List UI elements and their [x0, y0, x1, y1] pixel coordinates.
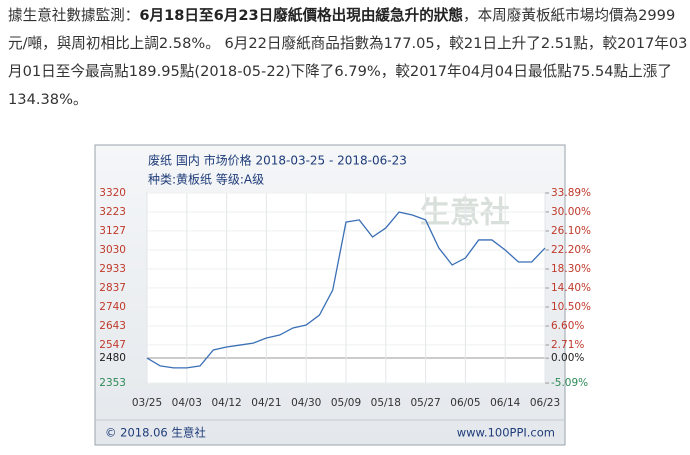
- y2-tick-label: 22.20%: [551, 244, 591, 256]
- chart-title: 废纸 国内 市场价格 2018-03-25 - 2018-06-23: [148, 153, 407, 168]
- y2-tick-label: 10.50%: [551, 301, 591, 313]
- x-tick-label: 06/05: [450, 397, 480, 409]
- y2-tick-label: 26.10%: [551, 225, 591, 237]
- x-tick-label: 03/25: [132, 397, 162, 409]
- y2-tick-label: 6.60%: [551, 320, 584, 332]
- y-tick-label: 3320: [99, 187, 126, 199]
- y2-tick-label: -5.09%: [551, 377, 588, 389]
- y-tick-label: 2643: [99, 320, 126, 332]
- y-tick-label: 2837: [99, 282, 126, 294]
- x-tick-label: 06/23: [530, 397, 560, 409]
- x-tick-label: 04/21: [251, 397, 281, 409]
- y-tick-label: 3223: [99, 206, 126, 218]
- article-lead: 據生意社數據監測：: [8, 7, 140, 24]
- y-tick-label: 3030: [99, 244, 126, 256]
- article: 據生意社數據監測：6月18日至6月23日廢紙價格出現由緩急升的狀態，本周廢黃板紙…: [8, 2, 688, 114]
- y2-tick-label: 14.40%: [551, 282, 591, 294]
- x-tick-label: 05/18: [371, 397, 401, 409]
- y2-tick-label: 18.30%: [551, 263, 591, 275]
- article-body: ，本周廢黃板紙市場均價為2999元/噸，與周初相比上調2.58%。 6月22日廢…: [8, 7, 688, 108]
- y-tick-label: 2933: [99, 263, 126, 275]
- y-tick-label: 2740: [99, 301, 126, 313]
- x-tick-label: 04/03: [172, 397, 202, 409]
- x-tick-label: 05/09: [331, 397, 361, 409]
- y2-tick-label: 0.00%: [551, 352, 584, 364]
- x-tick-label: 05/27: [410, 397, 440, 409]
- footer-left: © 2018.06 生意社: [105, 426, 206, 440]
- x-tick-label: 04/12: [211, 397, 241, 409]
- chart-subtitle: 种类:黄板纸 等级:A级: [148, 173, 264, 187]
- footer-right: www.100PPI.com: [457, 426, 555, 440]
- y-tick-label: 2353: [99, 377, 126, 389]
- x-tick-label: 04/30: [291, 397, 321, 409]
- y-tick-label: 3127: [99, 225, 126, 237]
- y-tick-label: 2547: [99, 339, 126, 351]
- line: [146, 211, 546, 369]
- y2-tick-label: 30.00%: [551, 206, 591, 218]
- y-tick-label: 2480: [99, 352, 126, 364]
- y2-tick-label: 2.71%: [551, 339, 584, 351]
- x-tick-label: 06/14: [490, 397, 521, 409]
- y2-tick-label: 33.89%: [551, 187, 591, 199]
- article-highlight: 6月18日至6月23日廢紙價格出現由緩急升的狀態: [139, 7, 463, 24]
